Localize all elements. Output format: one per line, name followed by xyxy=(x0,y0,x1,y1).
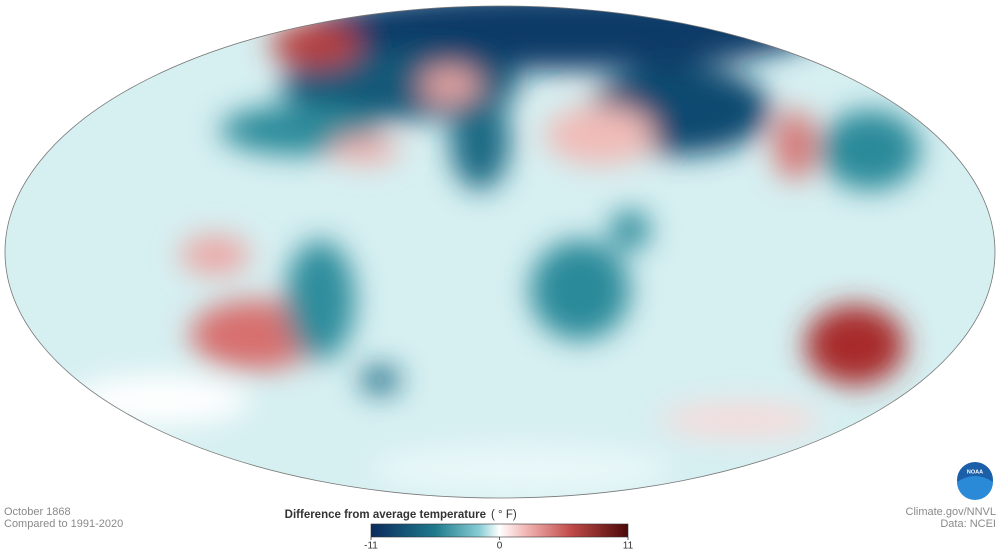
baseline-label: Compared to 1991-2020 xyxy=(4,518,123,530)
noaa-logo: NOAA xyxy=(957,462,993,500)
anomaly-map xyxy=(5,6,995,498)
date-label: October 1868 xyxy=(4,506,71,518)
legend-title: Difference from average temperature xyxy=(285,509,486,521)
globe-outline xyxy=(4,5,996,499)
legend-unit: ( ° F) xyxy=(491,509,517,521)
source-credit: Climate.gov/NNVL xyxy=(906,506,996,518)
colorbar-tick-label: -11 xyxy=(364,541,378,552)
colorbar-tick-label: 0 xyxy=(497,541,503,552)
logo-text: NOAA xyxy=(967,469,983,475)
colorbar-tick-label: 11 xyxy=(623,541,634,552)
data-credit: Data: NCEI xyxy=(940,518,996,530)
color-bar xyxy=(370,523,629,538)
